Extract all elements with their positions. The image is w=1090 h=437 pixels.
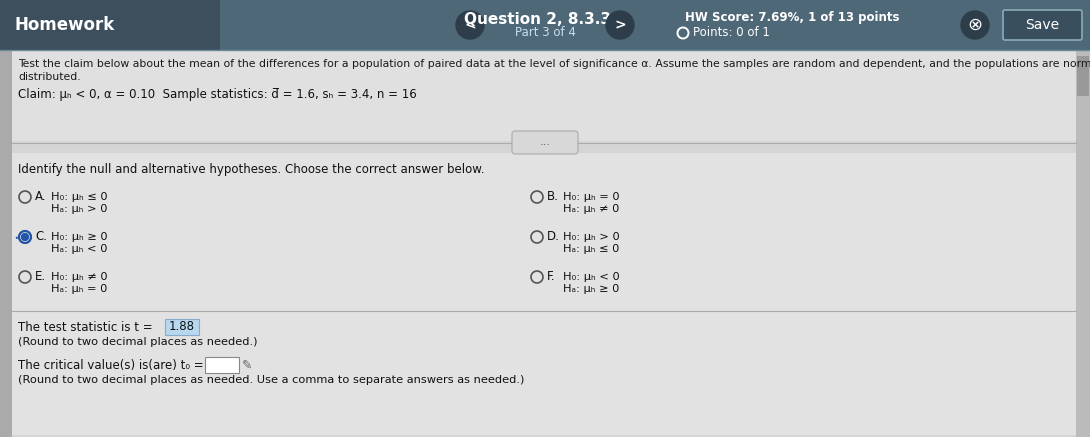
Text: (Round to two decimal places as needed.): (Round to two decimal places as needed.) — [19, 337, 257, 347]
Text: H₀: μₕ ≠ 0: H₀: μₕ ≠ 0 — [51, 272, 108, 282]
Text: ✓: ✓ — [13, 232, 23, 242]
Text: ...: ... — [540, 137, 550, 147]
Text: F.: F. — [547, 271, 556, 284]
Text: Hₐ: μₕ ≥ 0: Hₐ: μₕ ≥ 0 — [564, 284, 619, 294]
Text: H₀: μₕ = 0: H₀: μₕ = 0 — [564, 192, 619, 202]
Text: >: > — [614, 18, 626, 32]
Circle shape — [456, 11, 484, 39]
FancyBboxPatch shape — [1076, 51, 1090, 437]
Text: Points: 0 of 1: Points: 0 of 1 — [693, 27, 770, 39]
FancyBboxPatch shape — [12, 51, 1076, 141]
FancyBboxPatch shape — [205, 357, 239, 373]
Text: HW Score: 7.69%, 1 of 13 points: HW Score: 7.69%, 1 of 13 points — [685, 11, 899, 24]
Circle shape — [606, 11, 634, 39]
Text: Claim: μₕ < 0, α = 0.10  Sample statistics: d̅ = 1.6, sₕ = 3.4, n = 16: Claim: μₕ < 0, α = 0.10 Sample statistic… — [19, 88, 416, 101]
Text: ✎: ✎ — [242, 358, 253, 371]
FancyBboxPatch shape — [0, 0, 220, 50]
FancyBboxPatch shape — [0, 51, 1090, 437]
Text: The critical value(s) is(are) t₀ =: The critical value(s) is(are) t₀ = — [19, 359, 207, 372]
Text: The test statistic is t =: The test statistic is t = — [19, 321, 156, 334]
Text: Hₐ: μₕ > 0: Hₐ: μₕ > 0 — [51, 204, 108, 214]
Circle shape — [22, 233, 28, 240]
Text: Homework: Homework — [15, 16, 116, 34]
Text: ⊗: ⊗ — [968, 16, 982, 34]
Text: C.: C. — [35, 230, 47, 243]
FancyBboxPatch shape — [1003, 10, 1082, 40]
Text: E.: E. — [35, 271, 46, 284]
Text: D.: D. — [547, 230, 560, 243]
Text: Identify the null and alternative hypotheses. Choose the correct answer below.: Identify the null and alternative hypoth… — [19, 163, 484, 176]
FancyBboxPatch shape — [220, 0, 1090, 50]
Text: distributed.: distributed. — [19, 72, 81, 82]
Text: Hₐ: μₕ ≤ 0: Hₐ: μₕ ≤ 0 — [564, 244, 619, 254]
Text: H₀: μₕ ≤ 0: H₀: μₕ ≤ 0 — [51, 192, 108, 202]
Text: (Round to two decimal places as needed. Use a comma to separate answers as neede: (Round to two decimal places as needed. … — [19, 375, 524, 385]
Text: H₀: μₕ < 0: H₀: μₕ < 0 — [564, 272, 620, 282]
Text: Hₐ: μₕ ≠ 0: Hₐ: μₕ ≠ 0 — [564, 204, 619, 214]
FancyBboxPatch shape — [1077, 56, 1089, 96]
Circle shape — [961, 11, 989, 39]
Text: H₀: μₕ > 0: H₀: μₕ > 0 — [564, 232, 620, 242]
Text: Hₐ: μₕ < 0: Hₐ: μₕ < 0 — [51, 244, 108, 254]
FancyBboxPatch shape — [0, 51, 12, 437]
Text: Test the claim below about the mean of the differences for a population of paire: Test the claim below about the mean of t… — [19, 59, 1090, 69]
Text: Save: Save — [1025, 18, 1059, 32]
Text: B.: B. — [547, 191, 559, 204]
Text: Question 2, 8.3.3-T: Question 2, 8.3.3-T — [464, 11, 626, 27]
Text: A.: A. — [35, 191, 47, 204]
Text: Part 3 of 4: Part 3 of 4 — [514, 27, 576, 39]
FancyBboxPatch shape — [12, 153, 1076, 435]
FancyBboxPatch shape — [165, 319, 199, 335]
Text: 1.88: 1.88 — [169, 320, 195, 333]
Text: H₀: μₕ ≥ 0: H₀: μₕ ≥ 0 — [51, 232, 108, 242]
Text: Hₐ: μₕ = 0: Hₐ: μₕ = 0 — [51, 284, 108, 294]
FancyBboxPatch shape — [512, 131, 578, 154]
Text: <: < — [464, 18, 476, 32]
